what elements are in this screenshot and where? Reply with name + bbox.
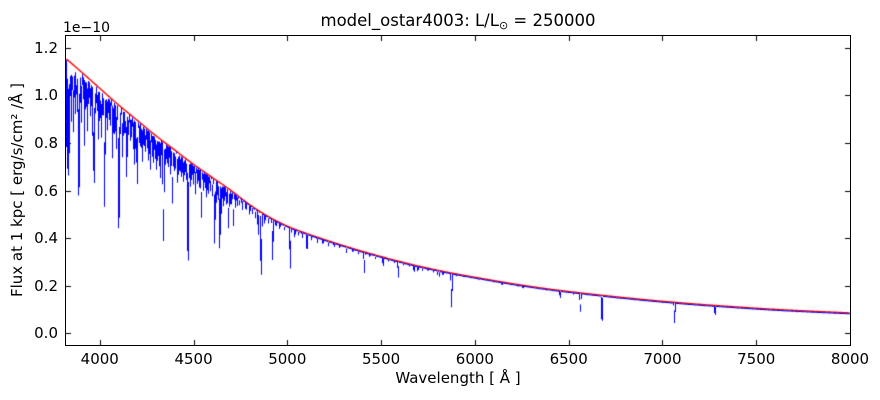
x-tick-label-7500: 7500: [737, 350, 776, 368]
x-tick-label-8000: 8000: [830, 350, 870, 368]
plot-canvas: [66, 36, 850, 345]
y-tick-label-1.2: 1.2: [34, 38, 58, 57]
sun-symbol: ⊙: [498, 19, 509, 32]
x-tick-label-5000: 5000: [268, 350, 307, 368]
y-tick-label-0.6: 0.6: [34, 181, 58, 200]
y-tick-label-0.8: 0.8: [34, 133, 58, 152]
x-tick-label-4500: 4500: [174, 350, 213, 368]
x-tick-label-5500: 5500: [362, 350, 401, 368]
plot-title-prefix: model_ostar4003: L/L: [320, 11, 499, 30]
y-tick-label-0.2: 0.2: [34, 276, 58, 295]
y-tick-label-0.4: 0.4: [34, 229, 58, 248]
plot-title: model_ostar4003: L/L⊙ = 250000: [320, 11, 596, 32]
x-tick-label-6000: 6000: [455, 350, 494, 368]
x-tick-label-6500: 6500: [549, 350, 588, 368]
plot-title-suffix: = 250000: [508, 11, 596, 30]
y-tick-label-1.0: 1.0: [34, 86, 58, 105]
axes-frame: [65, 35, 851, 346]
y-tick-label-0.0: 0.0: [34, 324, 58, 343]
x-tick-label-4000: 4000: [80, 350, 119, 368]
x-axis-label: Wavelength [ Å ]: [395, 369, 521, 387]
y-axis-offset-text: 1e−10: [63, 20, 111, 36]
x-tick-label-7000: 7000: [643, 350, 682, 368]
